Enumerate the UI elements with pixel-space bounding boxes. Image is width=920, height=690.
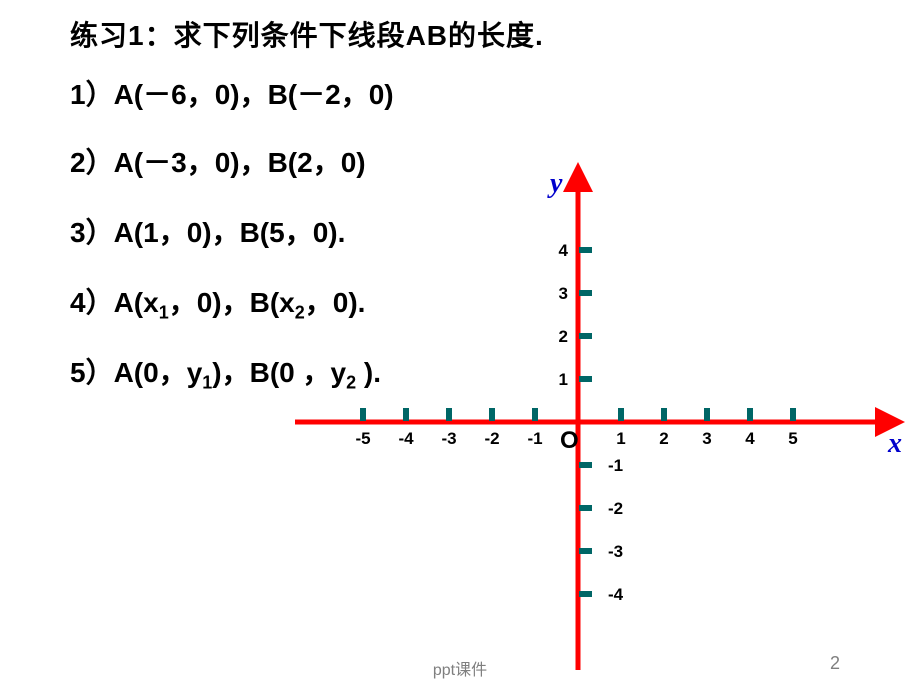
svg-text:-5: -5 [355, 429, 370, 448]
svg-text:3: 3 [559, 284, 568, 303]
svg-text:2: 2 [559, 327, 568, 346]
svg-text:-4: -4 [398, 429, 414, 448]
page-number: 2 [830, 653, 840, 674]
svg-text:y: y [547, 168, 563, 199]
svg-text:4: 4 [559, 241, 569, 260]
coordinate-grid: -5 -4 -3 -2 -1 1 2 3 4 5 -4 -3 -2 -1 1 2 3 4 Oy x [290, 160, 910, 680]
svg-text:4: 4 [745, 429, 755, 448]
svg-text:3: 3 [702, 429, 711, 448]
svg-text:1: 1 [616, 429, 625, 448]
svg-text:x: x [887, 428, 902, 459]
item-1: 1）A(－6，0)，B(－2，0) [70, 73, 394, 113]
svg-text:-1: -1 [608, 456, 623, 475]
svg-text:-4: -4 [608, 585, 624, 604]
svg-text:-3: -3 [608, 542, 623, 561]
svg-text:5: 5 [788, 429, 797, 448]
svg-text:2: 2 [659, 429, 668, 448]
svg-text:-2: -2 [484, 429, 499, 448]
svg-text:-1: -1 [527, 429, 542, 448]
svg-text:O: O [560, 427, 579, 454]
footer-label: ppt课件 [0, 656, 920, 680]
svg-text:-3: -3 [441, 429, 456, 448]
svg-text:-2: -2 [608, 499, 623, 518]
svg-text:1: 1 [559, 370, 568, 389]
exercise-title: 练习1：求下列条件下线段AB的长度. [70, 14, 544, 54]
